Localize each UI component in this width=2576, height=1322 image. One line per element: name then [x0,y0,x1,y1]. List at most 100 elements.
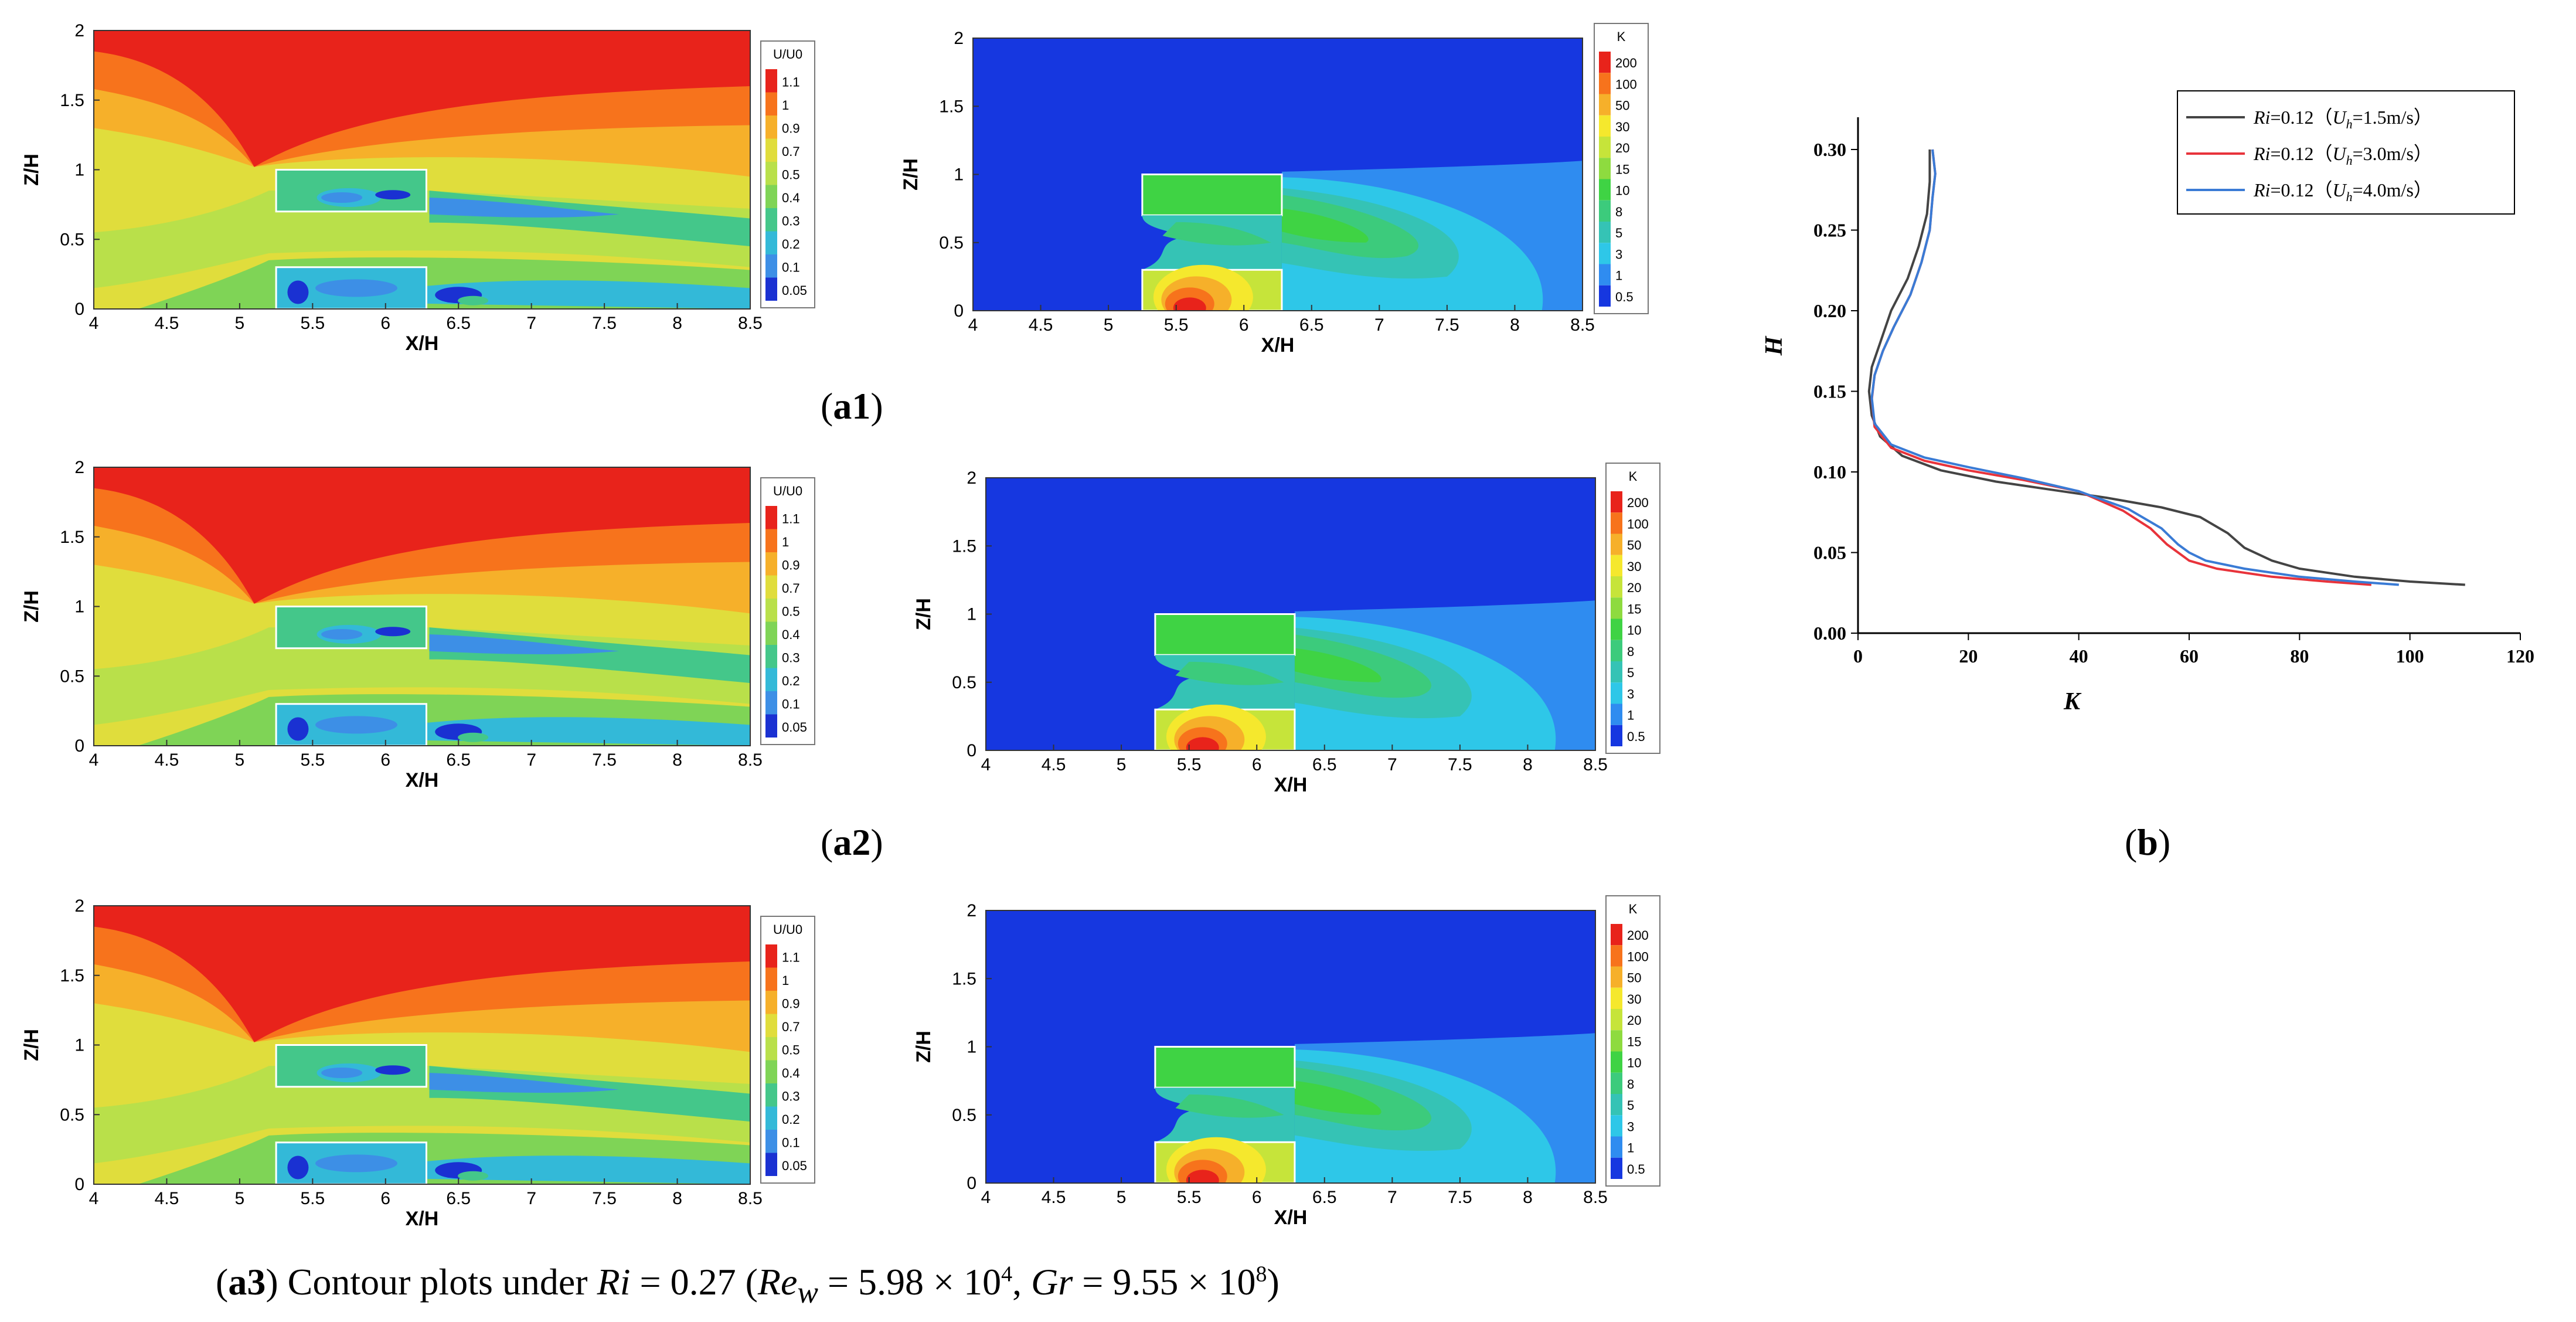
x-tick-label: 7 [1387,755,1397,774]
legend-level-label: 0.1 [782,260,800,275]
y-tick-label: 0.30 [1813,139,1846,160]
legend-level-label: 0.2 [782,1112,800,1127]
legend-swatch [1599,73,1611,94]
legend-swatch [765,599,777,622]
caption-a2: (a2) [821,821,883,863]
legend-level-label: 0.5 [782,1043,800,1058]
x-tick-label: 8 [672,750,682,770]
contour-band [1294,1080,1381,1115]
legend-swatch [765,1106,777,1130]
x-tick-label: 4 [89,750,99,770]
legend-level-label: 0.2 [782,237,800,252]
legend-swatch [1611,597,1622,619]
legend-swatch [1611,491,1622,513]
x-tick-label: 4 [89,314,99,333]
y-tick-label: 1 [967,605,976,624]
y-axis-label: Z/H [900,158,922,191]
x-tick-label: 4 [89,1189,99,1208]
legend-title: U/U0 [773,922,802,937]
legend-level-label: 0.7 [782,144,800,159]
legend-level-label: 10 [1627,623,1641,638]
x-tick-label: 6.5 [446,750,471,770]
x-tick-label: 8.5 [738,314,763,333]
legend-level-label: 0.3 [782,214,800,229]
legend-swatch [1599,222,1611,243]
building-upper [1154,613,1296,656]
legend-level-label: 10 [1627,1056,1641,1070]
building-upper [1141,174,1283,216]
x-tick-label: 7.5 [592,750,617,770]
legend-level-label: 0.5 [1615,290,1634,304]
series-line [1867,149,2465,586]
x-tick-label: 5 [1104,315,1114,335]
y-tick-label: 0 [74,300,84,319]
y-tick-label: 1 [954,165,964,185]
y-tick-label: 0.15 [1813,381,1846,402]
legend-entry: Ri=0.12（Uh=4.0m/s） [2253,179,2432,204]
contour-band [327,280,750,309]
y-tick-label: 0.5 [60,667,84,686]
y-tick-label: 0.5 [939,233,964,253]
legend-level-label: 100 [1627,516,1649,531]
y-tick-label: 1 [74,597,84,617]
legend-swatch [765,185,777,208]
legend-level-label: 100 [1627,949,1649,964]
legend-level-label: 15 [1615,162,1629,176]
y-tick-label: 1 [74,161,84,180]
y-tick-label: 2 [74,458,84,477]
contour-band [1175,661,1284,685]
legend-swatch [765,92,777,115]
x-tick-label: 4.5 [155,750,179,770]
x-tick-label: 8 [1523,755,1533,774]
legend-level-label: 30 [1627,559,1641,574]
x-tick-label: 5.5 [1177,755,1202,774]
x-tick-label: 6 [380,1189,390,1208]
legend-level-label: 0.1 [782,1136,800,1150]
contour-band [315,1154,397,1173]
legend-swatch [1611,1072,1622,1094]
legend-swatch [765,208,777,232]
x-tick-label: 8 [672,314,682,333]
contour-band [315,716,397,734]
caption-b: (b) [2125,821,2171,863]
legend-level-label: 0.2 [782,674,800,688]
x-tick-label: 7 [1387,1188,1397,1207]
contour-band [458,732,489,742]
legend-level-label: 1.1 [782,512,800,526]
contour-band [315,279,397,297]
y-tick-label: 1 [74,1036,84,1055]
legend-swatch [765,1083,777,1107]
contour-band [327,1156,750,1184]
legend-swatch [765,575,777,599]
legend-level-label: 1.1 [782,75,800,90]
x-tick-label: 7.5 [1448,1188,1472,1207]
legend-level-label: 0.4 [782,627,800,642]
y-axis-label: Z/H [21,1029,43,1061]
x-tick-label: 8.5 [738,1189,763,1208]
contour-band [375,190,411,200]
contour-band [287,717,309,741]
legend-level-label: 1 [1615,269,1622,283]
legend-level-label: 20 [1627,580,1641,595]
legend-level-label: 3 [1627,687,1634,701]
x-tick-label: 5.5 [1177,1188,1202,1207]
contour-band [94,906,750,1042]
legend-swatch [1611,1157,1622,1179]
b-profile-panel: 0 20 40 60 80 100 120 0.00 0.05 0.10 0.15 0.20 0.25 0… [1761,90,2534,715]
legend-level-label: 10 [1615,183,1629,198]
legend-swatch [765,529,777,552]
legend-level-label: 0.5 [782,168,800,182]
x-tick-label: 4 [981,755,991,774]
y-tick-label: 1.5 [952,969,976,988]
x-axis-label: X/H [1261,334,1295,356]
x-tick-label: 5 [235,750,245,770]
x-tick-label: 6.5 [1312,1188,1337,1207]
contour-band [1281,208,1369,243]
legend-swatch [765,506,777,529]
series-line [1870,149,2371,586]
legend-level-label: 0.3 [782,1089,800,1104]
x-tick-label: 7 [1374,315,1384,335]
y-tick-label: 2 [967,901,976,920]
legend-level-label: 0.1 [782,697,800,712]
legend-swatch [1611,987,1622,1009]
